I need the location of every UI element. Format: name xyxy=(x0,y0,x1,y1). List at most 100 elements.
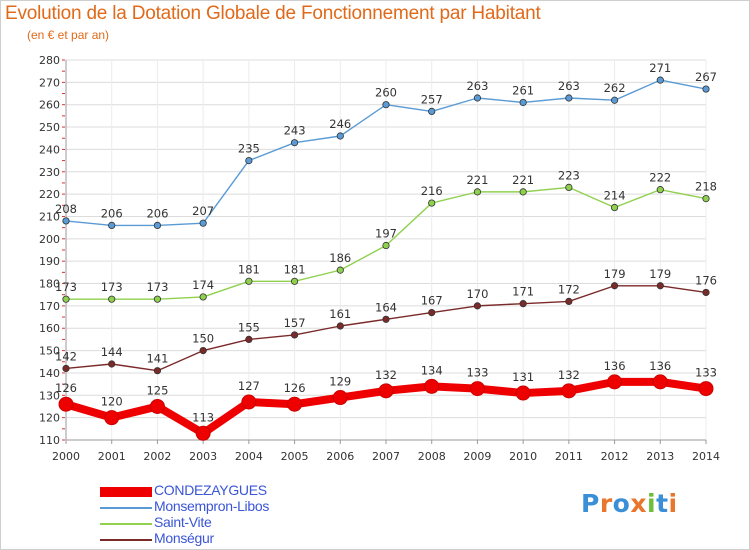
data-label: 125 xyxy=(146,383,168,397)
y-tick-label: 170 xyxy=(39,300,60,313)
legend-label: Monségur xyxy=(154,530,214,546)
legend-swatch xyxy=(100,539,152,541)
data-label: 186 xyxy=(329,251,351,265)
data-label: 133 xyxy=(695,366,717,380)
data-point xyxy=(656,186,664,194)
data-label: 131 xyxy=(512,370,534,384)
data-label: 132 xyxy=(375,368,397,382)
data-label: 179 xyxy=(649,267,671,281)
y-tick-label: 230 xyxy=(39,166,60,179)
data-label: 161 xyxy=(329,307,351,321)
data-point xyxy=(610,203,619,212)
x-tick-label: 2011 xyxy=(555,450,583,463)
data-label: 216 xyxy=(421,184,443,198)
y-tick-label: 160 xyxy=(39,322,60,335)
data-label: 126 xyxy=(284,381,306,395)
data-label: 206 xyxy=(101,206,123,220)
data-label: 206 xyxy=(146,206,168,220)
data-point xyxy=(153,295,162,303)
x-tick-label: 2010 xyxy=(509,450,537,463)
data-label: 207 xyxy=(192,204,214,218)
data-point xyxy=(473,302,482,310)
y-tick-label: 110 xyxy=(39,434,60,447)
legend-swatch xyxy=(100,523,152,525)
data-point xyxy=(62,295,70,303)
data-point xyxy=(290,139,299,147)
data-point xyxy=(336,132,344,140)
data-label: 173 xyxy=(146,280,168,294)
y-tick-label: 150 xyxy=(39,345,60,358)
data-label: 267 xyxy=(695,70,717,84)
x-tick-label: 2005 xyxy=(281,450,309,463)
logo-letter: t xyxy=(656,489,669,518)
y-tick-label: 270 xyxy=(39,76,60,89)
data-label: 174 xyxy=(192,278,214,292)
data-label: 257 xyxy=(421,92,443,106)
data-label: 144 xyxy=(101,345,123,359)
legend-label: Monsempron-Libos xyxy=(154,498,270,514)
data-point xyxy=(199,219,207,227)
data-point xyxy=(245,277,253,285)
data-point xyxy=(104,410,120,426)
data-point xyxy=(199,346,207,355)
data-label: 261 xyxy=(512,83,534,97)
data-label: 218 xyxy=(695,180,717,194)
data-label: 132 xyxy=(558,368,580,382)
data-point xyxy=(195,425,211,441)
data-point xyxy=(58,396,74,412)
proxiti-logo: Proxiti xyxy=(581,489,678,518)
chart-subtitle: (en € et par an) xyxy=(27,28,110,42)
data-point xyxy=(199,293,207,301)
data-label: 208 xyxy=(55,202,77,216)
data-label: 157 xyxy=(284,316,306,330)
data-point xyxy=(561,383,577,399)
data-label: 136 xyxy=(649,359,671,373)
y-tick-label: 240 xyxy=(39,143,60,156)
data-point xyxy=(519,188,527,196)
chart-title: Evolution de la Dotation Globale de Fonc… xyxy=(5,3,541,24)
data-point xyxy=(519,98,527,107)
series-mons-gur xyxy=(62,282,710,375)
data-point xyxy=(428,107,436,116)
data-label: 167 xyxy=(421,294,443,308)
y-tick-label: 260 xyxy=(39,99,60,112)
data-point xyxy=(62,364,70,373)
data-label: 133 xyxy=(466,366,488,380)
data-label: 155 xyxy=(238,320,260,334)
data-label: 181 xyxy=(284,262,306,276)
data-point xyxy=(424,378,440,394)
grid-lines xyxy=(65,59,707,441)
data-point xyxy=(108,360,116,368)
x-tick-label: 2003 xyxy=(189,450,217,463)
data-label: 170 xyxy=(466,287,488,301)
data-label: 150 xyxy=(192,332,214,346)
data-point xyxy=(108,221,116,230)
data-point xyxy=(336,266,344,274)
data-point xyxy=(515,385,531,401)
x-tick-label: 2001 xyxy=(98,450,126,463)
legend-label: CONDEZAYGUES xyxy=(154,482,267,498)
data-label: 221 xyxy=(466,173,488,187)
data-point xyxy=(382,241,390,250)
data-label: 142 xyxy=(55,349,77,363)
data-label: 223 xyxy=(558,168,580,182)
data-labels: 126 120 125 113 127 126 129 132 134 133 131 132 136 1… xyxy=(55,61,717,424)
data-point xyxy=(519,300,527,308)
data-point xyxy=(473,94,482,102)
data-label: 126 xyxy=(55,381,77,395)
data-point xyxy=(332,390,348,406)
axes: 110 120 130 140 150 160 170 180 190 200 210 220 230 2… xyxy=(39,54,720,463)
data-point xyxy=(702,85,710,93)
data-point xyxy=(610,96,619,104)
data-label: 214 xyxy=(604,189,626,203)
y-tick-label: 200 xyxy=(39,233,60,246)
data-label: 134 xyxy=(421,363,443,377)
series-saint-vite xyxy=(62,183,710,303)
data-label: 243 xyxy=(284,124,306,138)
data-label: 113 xyxy=(192,410,214,424)
data-point xyxy=(652,374,668,390)
x-tick-label: 2008 xyxy=(418,450,446,463)
y-tick-label: 190 xyxy=(39,255,60,268)
